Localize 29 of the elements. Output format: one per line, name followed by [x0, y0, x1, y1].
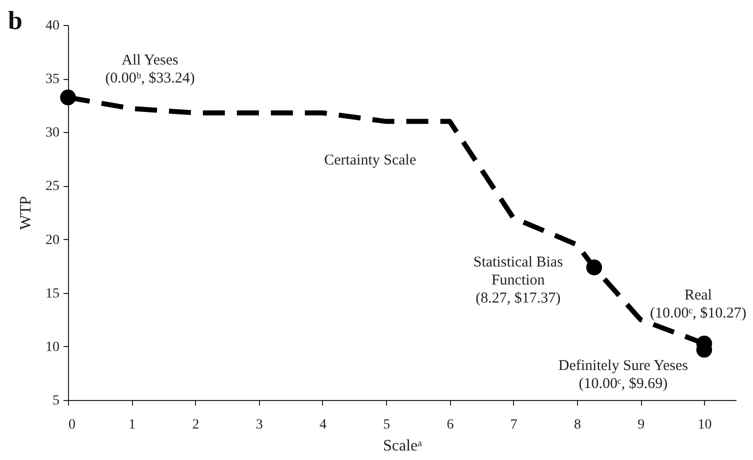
y-axis-title: WTP: [18, 196, 34, 230]
x-tick-label: 5: [383, 418, 390, 432]
x-tick-label: 1: [128, 418, 136, 432]
x-tick-label: 0: [68, 418, 76, 432]
y-tick-label: 20: [46, 232, 60, 248]
annotation: Definitely Sure Yeses (10.00ᶜ, $9.69): [558, 358, 688, 392]
x-tick-label: 3: [256, 418, 263, 432]
y-tick-label: 10: [46, 340, 60, 355]
point: [586, 260, 602, 276]
y-tick-label: 40: [46, 18, 60, 34]
x-tick-label: 2: [192, 418, 200, 432]
x-tick-label: 6: [446, 418, 454, 432]
y-tick-label: 25: [46, 179, 60, 194]
annotation: Statistical Bias Function (8.27, $17.37): [473, 254, 564, 306]
x-tick-label: 10: [698, 418, 712, 432]
y-tick-label: 15: [46, 286, 60, 302]
x-tick-label: 9: [638, 418, 645, 432]
x-tick-label: 4: [319, 418, 326, 432]
y-tick-label: 5: [52, 394, 60, 408]
x-axis-title: Scaleᵃ: [382, 438, 423, 454]
annotation: Real (10.00ᶜ, $10.27): [650, 288, 746, 322]
x-tick-label: 8: [574, 418, 581, 432]
y-tick-label: 35: [46, 72, 60, 88]
annotation: Certainty Scale: [324, 152, 416, 168]
chart-title: b: [8, 6, 22, 35]
x-tick-label: 7: [510, 418, 518, 432]
annotation: All Yeses (0.00ᵇ, $33.24): [105, 52, 195, 86]
point: [60, 90, 76, 106]
y-tick-label: 30: [46, 126, 60, 141]
